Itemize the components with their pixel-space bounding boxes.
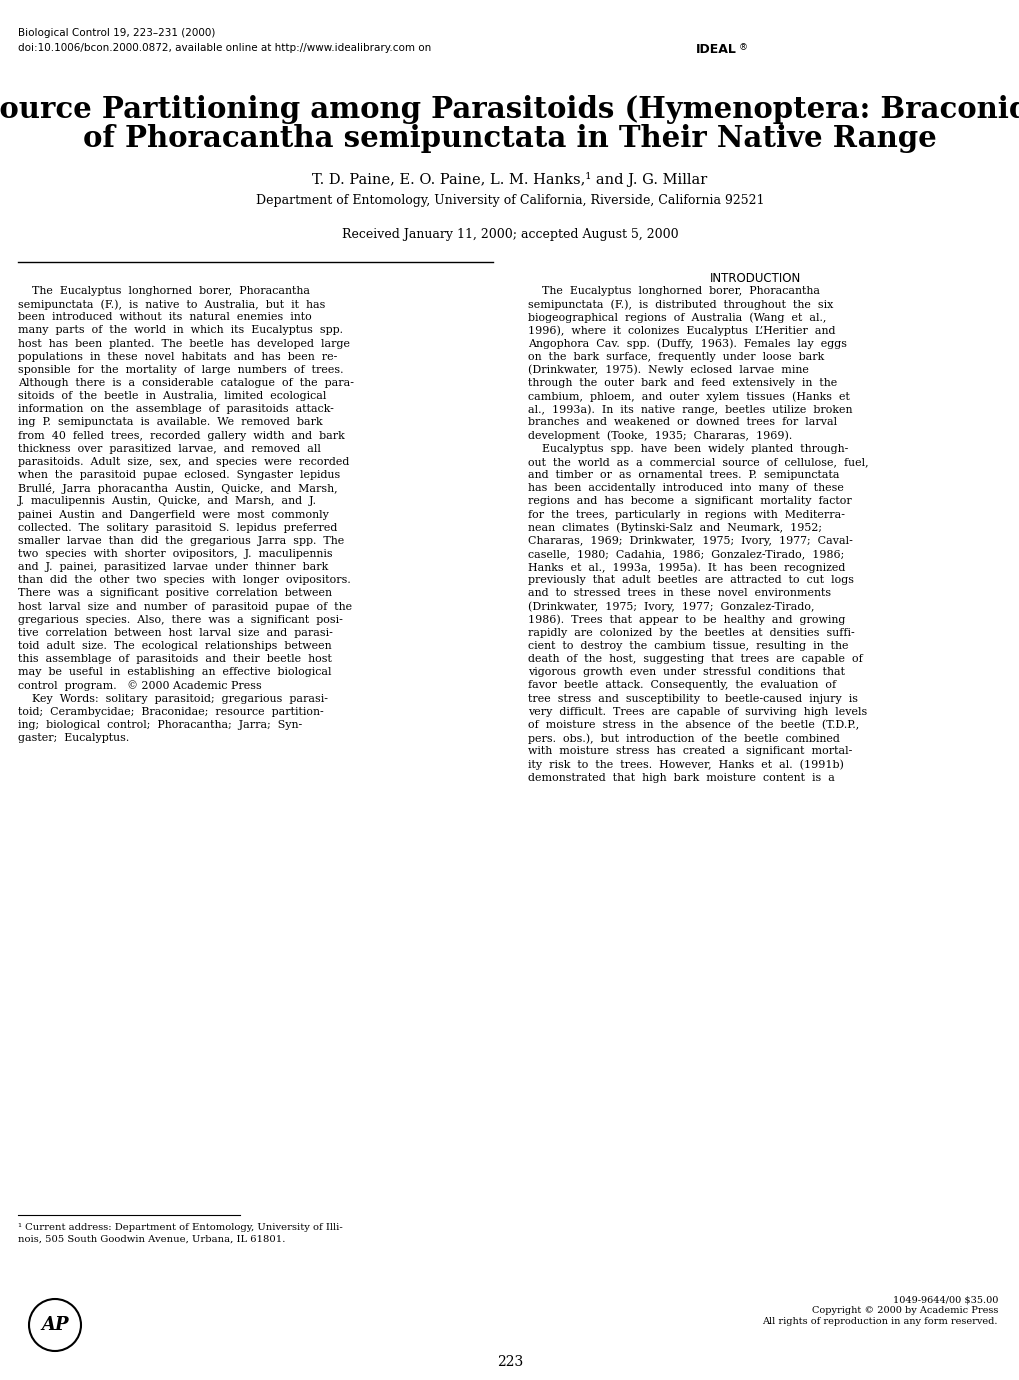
Text: ing;  biological  control;  Phoracantha;  Jarra;  Syn-: ing; biological control; Phoracantha; Ja…: [18, 720, 302, 730]
Text: from  40  felled  trees,  recorded  gallery  width  and  bark: from 40 felled trees, recorded gallery w…: [18, 431, 344, 440]
Text: host  larval  size  and  number  of  parasitoid  pupae  of  the: host larval size and number of parasitoi…: [18, 602, 352, 611]
Text: populations  in  these  novel  habitats  and  has  been  re-: populations in these novel habitats and …: [18, 352, 337, 362]
Text: There  was  a  significant  positive  correlation  between: There was a significant positive correla…: [18, 588, 331, 599]
Text: ®: ®: [739, 43, 747, 52]
Text: through  the  outer  bark  and  feed  extensively  in  the: through the outer bark and feed extensiv…: [528, 378, 837, 388]
Text: two  species  with  shorter  ovipositors,  J.  maculipennis: two species with shorter ovipositors, J.…: [18, 549, 332, 559]
Text: INTRODUCTION: INTRODUCTION: [709, 272, 801, 286]
Text: nean  climates  (Bytinski-Salz  and  Neumark,  1952;: nean climates (Bytinski-Salz and Neumark…: [528, 523, 821, 533]
Text: Received January 11, 2000; accepted August 5, 2000: Received January 11, 2000; accepted Augu…: [341, 228, 678, 242]
Text: of  moisture  stress  in  the  absence  of  the  beetle  (T.D.P.,: of moisture stress in the absence of the…: [528, 720, 858, 730]
Text: has  been  accidentally  introduced  into  many  of  these: has been accidentally introduced into ma…: [528, 483, 843, 493]
Text: development  (Tooke,  1935;  Chararas,  1969).: development (Tooke, 1935; Chararas, 1969…: [528, 431, 792, 442]
Circle shape: [29, 1299, 81, 1351]
Text: thickness  over  parasitized  larvae,  and  removed  all: thickness over parasitized larvae, and r…: [18, 444, 321, 454]
Text: control  program.   © 2000 Academic Press: control program. © 2000 Academic Press: [18, 680, 262, 691]
Text: All rights of reproduction in any form reserved.: All rights of reproduction in any form r…: [762, 1317, 997, 1326]
Text: Biological Control 19, 223–231 (2000): Biological Control 19, 223–231 (2000): [18, 28, 215, 39]
Text: ity  risk  to  the  trees.  However,  Hanks  et  al.  (1991b): ity risk to the trees. However, Hanks et…: [528, 759, 843, 770]
Text: semipunctata  (F.),  is  distributed  throughout  the  six: semipunctata (F.), is distributed throug…: [528, 299, 833, 309]
Text: 1996),  where  it  colonizes  Eucalyptus  L’Heritier  and: 1996), where it colonizes Eucalyptus L’H…: [528, 326, 835, 335]
Text: when  the  parasitoid  pupae  eclosed.  Syngaster  lepidus: when the parasitoid pupae eclosed. Synga…: [18, 471, 340, 480]
Text: demonstrated  that  high  bark  moisture  content  is  a: demonstrated that high bark moisture con…: [528, 773, 835, 782]
Text: this  assemblage  of  parasitoids  and  their  beetle  host: this assemblage of parasitoids and their…: [18, 654, 331, 664]
Text: for  the  trees,  particularly  in  regions  with  Mediterra-: for the trees, particularly in regions w…: [528, 509, 844, 519]
Text: tive  correlation  between  host  larval  size  and  parasi-: tive correlation between host larval siz…: [18, 628, 332, 638]
Text: branches  and  weakened  or  downed  trees  for  larval: branches and weakened or downed trees fo…: [528, 418, 837, 428]
Text: painei  Austin  and  Dangerfield  were  most  commonly: painei Austin and Dangerfield were most …: [18, 509, 328, 519]
Text: The  Eucalyptus  longhorned  borer,  Phoracantha: The Eucalyptus longhorned borer, Phoraca…: [18, 286, 310, 295]
Text: may  be  useful  in  establishing  an  effective  biological: may be useful in establishing an effecti…: [18, 668, 331, 678]
Text: death  of  the  host,  suggesting  that  trees  are  capable  of: death of the host, suggesting that trees…: [528, 654, 862, 664]
Text: been  introduced  without  its  natural  enemies  into: been introduced without its natural enem…: [18, 312, 312, 323]
Text: Chararas,  1969;  Drinkwater,  1975;  Ivory,  1977;  Caval-: Chararas, 1969; Drinkwater, 1975; Ivory,…: [528, 535, 852, 546]
Text: very  difficult.  Trees  are  capable  of  surviving  high  levels: very difficult. Trees are capable of sur…: [528, 707, 866, 716]
Text: vigorous  growth  even  under  stressful  conditions  that: vigorous growth even under stressful con…: [528, 668, 844, 678]
Text: rapidly  are  colonized  by  the  beetles  at  densities  suffi-: rapidly are colonized by the beetles at …: [528, 628, 854, 638]
Text: T. D. Paine, E. O. Paine, L. M. Hanks,¹ and J. G. Millar: T. D. Paine, E. O. Paine, L. M. Hanks,¹ …: [312, 172, 707, 188]
Text: gregarious  species.  Also,  there  was  a  significant  posi-: gregarious species. Also, there was a si…: [18, 614, 342, 625]
Text: previously  that  adult  beetles  are  attracted  to  cut  logs: previously that adult beetles are attrac…: [528, 575, 853, 585]
Text: Key  Words:  solitary  parasitoid;  gregarious  parasi-: Key Words: solitary parasitoid; gregario…: [18, 694, 328, 704]
Text: 1049-9644/00 $35.00: 1049-9644/00 $35.00: [892, 1294, 997, 1304]
Text: caselle,  1980;  Cadahia,  1986;  Gonzalez-Tirado,  1986;: caselle, 1980; Cadahia, 1986; Gonzalez-T…: [528, 549, 844, 559]
Text: The  Eucalyptus  longhorned  borer,  Phoracantha: The Eucalyptus longhorned borer, Phoraca…: [528, 286, 819, 295]
Text: Angophora  Cav.  spp.  (Duffy,  1963).  Females  lay  eggs: Angophora Cav. spp. (Duffy, 1963). Femal…: [528, 338, 846, 349]
Text: 223: 223: [496, 1355, 523, 1369]
Text: biogeographical  regions  of  Australia  (Wang  et  al.,: biogeographical regions of Australia (Wa…: [528, 312, 825, 323]
Text: out  the  world  as  a  commercial  source  of  cellulose,  fuel,: out the world as a commercial source of …: [528, 457, 868, 466]
Text: many  parts  of  the  world  in  which  its  Eucalyptus  spp.: many parts of the world in which its Euc…: [18, 326, 342, 335]
Text: sitoids  of  the  beetle  in  Australia,  limited  ecological: sitoids of the beetle in Australia, limi…: [18, 391, 326, 402]
Text: (Drinkwater,  1975;  Ivory,  1977;  Gonzalez-Tirado,: (Drinkwater, 1975; Ivory, 1977; Gonzalez…: [528, 602, 814, 613]
Text: J.  maculipennis  Austin,  Quicke,  and  Marsh,  and  J.: J. maculipennis Austin, Quicke, and Mars…: [18, 497, 317, 506]
Text: Resource Partitioning among Parasitoids (Hymenoptera: Braconidae): Resource Partitioning among Parasitoids …: [0, 95, 1019, 124]
Text: Department of Entomology, University of California, Riverside, California 92521: Department of Entomology, University of …: [256, 195, 763, 207]
Text: gaster;  Eucalyptus.: gaster; Eucalyptus.: [18, 733, 129, 742]
Text: with  moisture  stress  has  created  a  significant  mortal-: with moisture stress has created a signi…: [528, 747, 852, 756]
Text: Copyright © 2000 by Academic Press: Copyright © 2000 by Academic Press: [811, 1305, 997, 1315]
Text: Hanks  et  al.,  1993a,  1995a).  It  has  been  recognized: Hanks et al., 1993a, 1995a). It has been…: [528, 562, 845, 573]
Text: and  to  stressed  trees  in  these  novel  environments: and to stressed trees in these novel env…: [528, 588, 830, 599]
Text: cambium,  phloem,  and  outer  xylem  tissues  (Hanks  et: cambium, phloem, and outer xylem tissues…: [528, 391, 849, 402]
Text: nois, 505 South Goodwin Avenue, Urbana, IL 61801.: nois, 505 South Goodwin Avenue, Urbana, …: [18, 1235, 285, 1243]
Text: and  timber  or  as  ornamental  trees.  P.  semipunctata: and timber or as ornamental trees. P. se…: [528, 471, 839, 480]
Text: tree  stress  and  susceptibility  to  beetle-caused  injury  is: tree stress and susceptibility to beetle…: [528, 694, 857, 704]
Text: al.,  1993a).  In  its  native  range,  beetles  utilize  broken: al., 1993a). In its native range, beetle…: [528, 404, 852, 415]
Text: Brullé,  Jarra  phoracantha  Austin,  Quicke,  and  Marsh,: Brullé, Jarra phoracantha Austin, Quicke…: [18, 483, 337, 494]
Text: doi:10.1006/bcon.2000.0872, available online at http://www.idealibrary.com on: doi:10.1006/bcon.2000.0872, available on…: [18, 43, 431, 52]
Text: IDEAL: IDEAL: [695, 43, 736, 57]
Text: smaller  larvae  than  did  the  gregarious  Jarra  spp.  The: smaller larvae than did the gregarious J…: [18, 535, 344, 546]
Text: sponsible  for  the  mortality  of  large  numbers  of  trees.: sponsible for the mortality of large num…: [18, 364, 343, 375]
Text: than  did  the  other  two  species  with  longer  ovipositors.: than did the other two species with long…: [18, 575, 351, 585]
Text: pers.  obs.),  but  introduction  of  the  beetle  combined: pers. obs.), but introduction of the bee…: [528, 733, 839, 744]
Text: and  J.  painei,  parasitized  larvae  under  thinner  bark: and J. painei, parasitized larvae under …: [18, 562, 328, 573]
Text: ing  P.  semipunctata  is  available.  We  removed  bark: ing P. semipunctata is available. We rem…: [18, 418, 322, 428]
Text: Although  there  is  a  considerable  catalogue  of  the  para-: Although there is a considerable catalog…: [18, 378, 354, 388]
Text: favor  beetle  attack.  Consequently,  the  evaluation  of: favor beetle attack. Consequently, the e…: [528, 680, 836, 690]
Text: toid  adult  size.  The  ecological  relationships  between: toid adult size. The ecological relation…: [18, 642, 331, 651]
Text: collected.  The  solitary  parasitoid  S.  lepidus  preferred: collected. The solitary parasitoid S. le…: [18, 523, 337, 533]
Text: Eucalyptus  spp.  have  been  widely  planted  through-: Eucalyptus spp. have been widely planted…: [528, 444, 848, 454]
Text: 1986).  Trees  that  appear  to  be  healthy  and  growing: 1986). Trees that appear to be healthy a…: [528, 614, 845, 625]
Text: toid;  Cerambycidae;  Braconidae;  resource  partition-: toid; Cerambycidae; Braconidae; resource…: [18, 707, 323, 716]
Text: on  the  bark  surface,  frequently  under  loose  bark: on the bark surface, frequently under lo…: [528, 352, 823, 362]
Text: AP: AP: [41, 1317, 68, 1334]
Text: regions  and  has  become  a  significant  mortality  factor: regions and has become a significant mor…: [528, 497, 851, 506]
Text: ¹ Current address: Department of Entomology, University of Illi-: ¹ Current address: Department of Entomol…: [18, 1223, 342, 1232]
Text: information  on  the  assemblage  of  parasitoids  attack-: information on the assemblage of parasit…: [18, 404, 333, 414]
Text: of Phoracantha semipunctata in Their Native Range: of Phoracantha semipunctata in Their Nat…: [83, 124, 936, 153]
Text: host  has  been  planted.  The  beetle  has  developed  large: host has been planted. The beetle has de…: [18, 338, 350, 349]
Text: (Drinkwater,  1975).  Newly  eclosed  larvae  mine: (Drinkwater, 1975). Newly eclosed larvae…: [528, 364, 808, 375]
Text: semipunctata  (F.),  is  native  to  Australia,  but  it  has: semipunctata (F.), is native to Australi…: [18, 299, 325, 309]
Text: parasitoids.  Adult  size,  sex,  and  species  were  recorded: parasitoids. Adult size, sex, and specie…: [18, 457, 350, 466]
Text: cient  to  destroy  the  cambium  tissue,  resulting  in  the: cient to destroy the cambium tissue, res…: [528, 642, 848, 651]
